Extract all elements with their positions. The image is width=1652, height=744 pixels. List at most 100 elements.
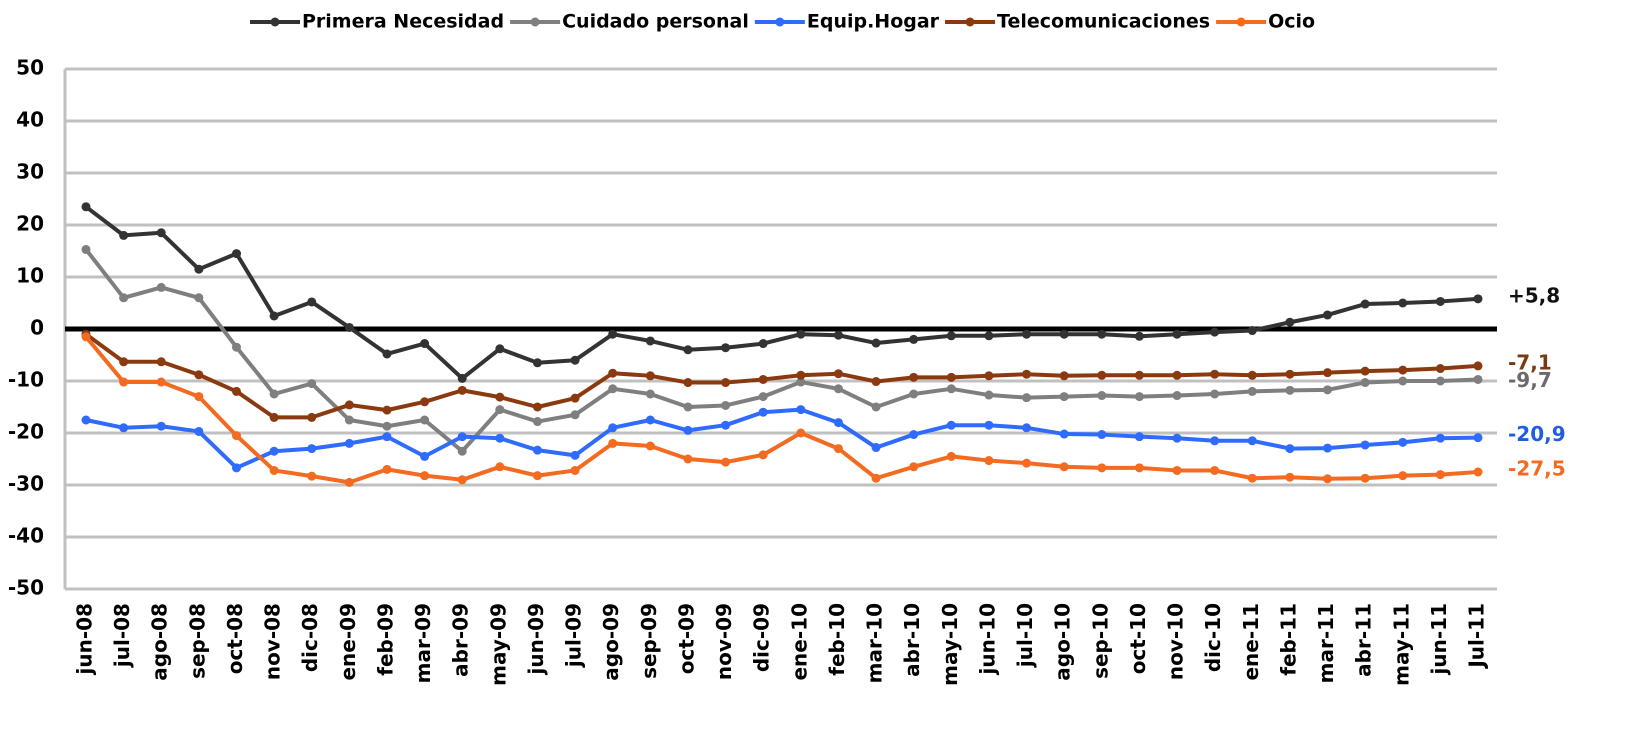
data-point [909, 389, 919, 399]
data-point [1398, 365, 1408, 375]
x-tick-label: sep-10 [1088, 603, 1112, 679]
data-point [1210, 389, 1220, 399]
legend-item: Primera Necesidad [250, 11, 504, 33]
data-point [871, 473, 881, 483]
end-label: -20,9 [1508, 422, 1566, 446]
data-point [721, 343, 731, 353]
data-point [1323, 310, 1333, 320]
data-point [871, 402, 881, 412]
data-point [119, 230, 129, 240]
data-point [1360, 299, 1370, 309]
data-point [231, 342, 241, 352]
x-tick-label: jul-09 [562, 603, 586, 668]
data-point [833, 418, 843, 428]
data-point [1059, 462, 1069, 472]
data-point [194, 370, 204, 380]
data-point [1172, 370, 1182, 380]
data-point [420, 415, 430, 425]
data-point [307, 444, 317, 454]
data-point [1398, 298, 1408, 308]
data-point [758, 450, 768, 460]
data-point [231, 463, 241, 473]
data-point [946, 331, 956, 341]
data-point [608, 368, 618, 378]
data-point [1059, 429, 1069, 439]
data-point [1360, 440, 1370, 450]
x-tick-label: jul-10 [1013, 603, 1037, 668]
data-point [570, 410, 580, 420]
data-point [1435, 433, 1445, 443]
data-point [758, 407, 768, 417]
data-point [269, 389, 279, 399]
data-point [194, 392, 204, 402]
data-point [570, 450, 580, 460]
data-point [532, 358, 542, 368]
data-point [1285, 472, 1295, 482]
x-tick-label: oct-09 [674, 603, 698, 674]
legend-marker [270, 17, 280, 27]
x-tick-label: may-09 [486, 603, 510, 686]
data-point [1210, 327, 1220, 337]
data-point [570, 355, 580, 365]
data-point [984, 390, 994, 400]
end-label: -7,1 [1508, 350, 1552, 374]
data-point [758, 339, 768, 349]
legend-item: Equip.Hogar [754, 11, 940, 33]
x-tick-label: mar-10 [863, 603, 887, 683]
data-point [984, 331, 994, 341]
data-point [119, 423, 129, 433]
data-point [1398, 376, 1408, 386]
data-point [231, 249, 241, 259]
data-point [156, 421, 166, 431]
data-point [1097, 463, 1107, 473]
data-point [382, 432, 392, 442]
x-tick-label: ene-09 [336, 603, 360, 681]
data-point [194, 293, 204, 303]
data-point [796, 405, 806, 415]
data-point [645, 336, 655, 346]
data-point [269, 412, 279, 422]
data-point [1059, 392, 1069, 402]
data-point [1022, 393, 1032, 403]
data-point [1022, 423, 1032, 433]
x-tick-label: ene-10 [787, 603, 811, 681]
data-point [1172, 465, 1182, 475]
x-tick-label: ago-09 [599, 603, 623, 681]
data-point [457, 373, 467, 383]
y-tick-label: -10 [8, 368, 44, 392]
data-point [796, 370, 806, 380]
x-tick-label: oct-10 [1126, 603, 1150, 674]
x-tick-label: Jul-11 [1465, 603, 1489, 670]
legend-label: Ocio [1268, 11, 1315, 33]
data-point [194, 264, 204, 274]
data-point [495, 344, 505, 354]
data-point [532, 445, 542, 455]
data-point [721, 400, 731, 410]
data-point [1398, 437, 1408, 447]
data-point [1059, 371, 1069, 381]
legend-marker [965, 17, 975, 27]
data-point [984, 420, 994, 430]
x-tick-label: may-11 [1389, 603, 1413, 686]
data-point [307, 379, 317, 389]
data-point [871, 443, 881, 453]
data-point [645, 389, 655, 399]
data-point [1398, 471, 1408, 481]
data-point [156, 228, 166, 238]
data-point [1210, 465, 1220, 475]
x-tick-label: ene-11 [1239, 603, 1263, 681]
series-line [84, 248, 1479, 454]
data-point [344, 415, 354, 425]
data-point [1134, 432, 1144, 442]
data-point [1134, 463, 1144, 473]
data-point [457, 385, 467, 395]
x-tick-label: sep-09 [637, 603, 661, 679]
data-point [344, 477, 354, 487]
data-point [721, 420, 731, 430]
data-point [1059, 329, 1069, 339]
data-point [382, 405, 392, 415]
data-point [946, 451, 956, 461]
data-point [457, 475, 467, 485]
data-point [269, 465, 279, 475]
